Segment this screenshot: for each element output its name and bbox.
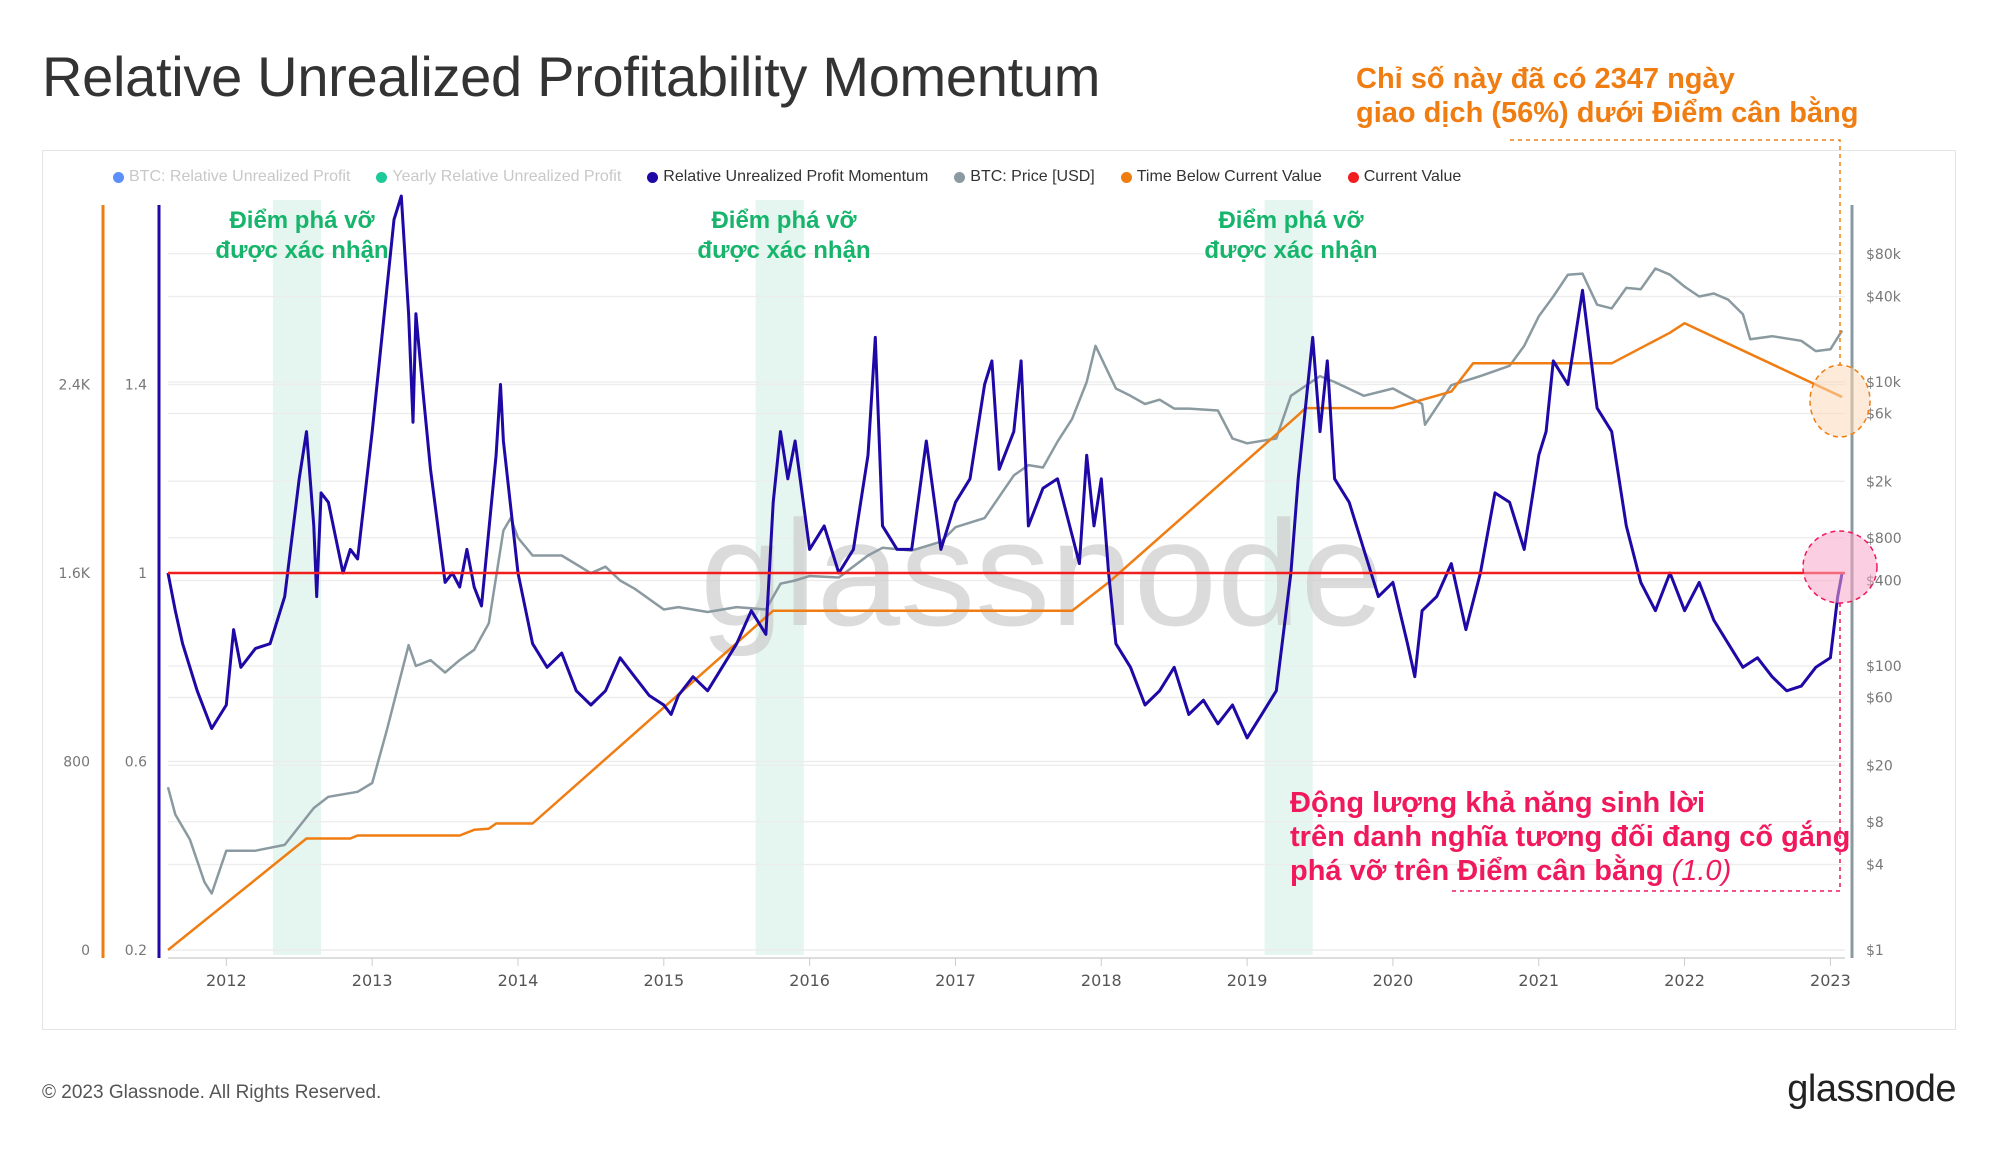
orange-annotation-line: Chỉ số này đã có 2347 ngày: [1356, 63, 1735, 95]
y-right-tick-label: $4: [1866, 858, 1884, 874]
y-left-inner-tick-label: 0.6: [125, 755, 147, 771]
y-right-tick-label: $40k: [1866, 290, 1902, 306]
y-right-tick-label: $60: [1866, 691, 1893, 707]
breakout-annotation-line: được xác nhận: [215, 237, 389, 264]
y-left-outer-tick-label: 1.6K: [59, 566, 91, 582]
breakout-annotation-line: được xác nhận: [697, 237, 871, 264]
y-right-tick-label: $6k: [1866, 407, 1893, 423]
y-right-tick-label: $2k: [1866, 474, 1893, 490]
series-line-relative-unrealized-profit-momentum: [166, 194, 1844, 740]
pink-annotation: Động lượng khả năng sinh lời trên danh n…: [1290, 786, 1850, 888]
breakout-annotation-line: Điểm phá vỡ: [711, 207, 857, 234]
x-tick-label: 2017: [935, 971, 976, 990]
y-left-inner-tick-label: 0.2: [125, 943, 147, 959]
orange-highlight-circle: [1809, 364, 1871, 438]
breakout-annotation-line: được xác nhận: [1204, 237, 1378, 264]
y-left-outer-tick-label: 2.4K: [59, 378, 91, 394]
legend-label: Yearly Relative Unrealized Profit: [392, 168, 622, 185]
y-right-tick-label: $1: [1866, 943, 1884, 959]
pink-annotation-line: trên danh nghĩa tương đối đang cố gắng: [1290, 821, 1851, 853]
legend-dot-icon: [1120, 171, 1132, 183]
legend-dot-icon: [376, 171, 388, 183]
legend: BTC: Relative Unrealized Profit Yearly R…: [113, 168, 1461, 186]
series-line-time-below-current-value: [167, 321, 1843, 951]
breakout-band: [1264, 200, 1313, 955]
chart-panel: [42, 150, 1956, 1030]
legend-dot-icon: [954, 171, 966, 183]
legend-item-current-value[interactable]: Current Value: [1347, 168, 1462, 186]
breakout-annotation-line: Điểm phá vỡ: [229, 207, 375, 234]
legend-item-btc-price[interactable]: BTC: Price [USD]: [954, 168, 1095, 186]
x-tick-label: 2022: [1664, 971, 1705, 990]
pink-annotation-line: phá vỡ trên Điểm cân bằng: [1290, 855, 1664, 887]
legend-dot-icon: [647, 171, 659, 183]
x-tick-label: 2015: [643, 971, 684, 990]
orange-leader-line: [1510, 139, 1841, 365]
pink-annotation-line: Động lượng khả năng sinh lời: [1290, 787, 1706, 819]
x-tick-label: 2012: [206, 971, 247, 990]
breakout-annotation-2019: Điểm phá vỡ được xác nhận: [1181, 206, 1401, 266]
orange-annotation-line: giao dịch (56%) dưới Điểm cân bằng: [1356, 97, 1859, 129]
x-tick-label: 2021: [1518, 971, 1559, 990]
legend-label: BTC: Relative Unrealized Profit: [129, 168, 351, 185]
copyright: © 2023 Glassnode. All Rights Reserved.: [42, 1082, 382, 1103]
y-left-inner-tick-label: 1.4: [125, 378, 147, 394]
x-tick-label: 2014: [498, 971, 539, 990]
pink-annotation-value: (1.0): [1671, 855, 1732, 887]
pink-leader-line: [1448, 603, 1841, 892]
legend-item-time-below[interactable]: Time Below Current Value: [1120, 168, 1322, 186]
y-right-tick-label: $8: [1866, 815, 1884, 831]
x-tick-label: 2016: [789, 971, 830, 990]
y-right-tick-label: $10k: [1866, 375, 1902, 391]
x-tick-label: 2023: [1810, 971, 1851, 990]
x-tick-label: 2020: [1373, 971, 1414, 990]
series-line-btc-price-usd: [166, 267, 1844, 895]
x-tick-label: 2018: [1081, 971, 1122, 990]
y-right-tick-label: $80k: [1866, 247, 1902, 263]
legend-dot-icon: [1347, 171, 1359, 183]
legend-item-yearly-relative-unrealized-profit[interactable]: Yearly Relative Unrealized Profit: [376, 168, 621, 186]
y-right-tick-label: $100: [1866, 659, 1902, 675]
breakout-band: [755, 200, 804, 955]
y-left-outer-tick-label: 0: [81, 943, 90, 959]
x-tick-label: 2019: [1227, 971, 1268, 990]
y-left-inner-tick-label: 1: [138, 566, 147, 582]
y-right-tick-label: $20: [1866, 758, 1893, 774]
legend-label: BTC: Price [USD]: [970, 168, 1095, 185]
page-title: Relative Unrealized Profitability Moment…: [42, 45, 1101, 108]
breakout-annotation-2015: Điểm phá vỡ được xác nhận: [674, 206, 894, 266]
orange-annotation: Chỉ số này đã có 2347 ngày giao dịch (56…: [1356, 62, 1858, 130]
pink-highlight-circle: [1802, 530, 1878, 604]
breakout-annotation-2012: Điểm phá vỡ được xác nhận: [192, 206, 412, 266]
legend-label: Time Below Current Value: [1136, 168, 1322, 185]
legend-dot-icon: [113, 171, 124, 183]
breakout-annotation-line: Điểm phá vỡ: [1218, 207, 1364, 234]
glassnode-logo: glassnode: [1787, 1068, 1956, 1110]
legend-label: Current Value: [1363, 168, 1462, 185]
legend-item-relative-unrealized-profit[interactable]: BTC: Relative Unrealized Profit: [113, 168, 350, 186]
x-tick-label: 2013: [352, 971, 393, 990]
legend-label: Relative Unrealized Profit Momentum: [663, 168, 929, 185]
breakout-band: [272, 200, 322, 955]
legend-item-momentum[interactable]: Relative Unrealized Profit Momentum: [647, 168, 928, 186]
y-left-outer-tick-label: 800: [63, 755, 90, 771]
y-right-tick-label: $800: [1866, 531, 1902, 547]
